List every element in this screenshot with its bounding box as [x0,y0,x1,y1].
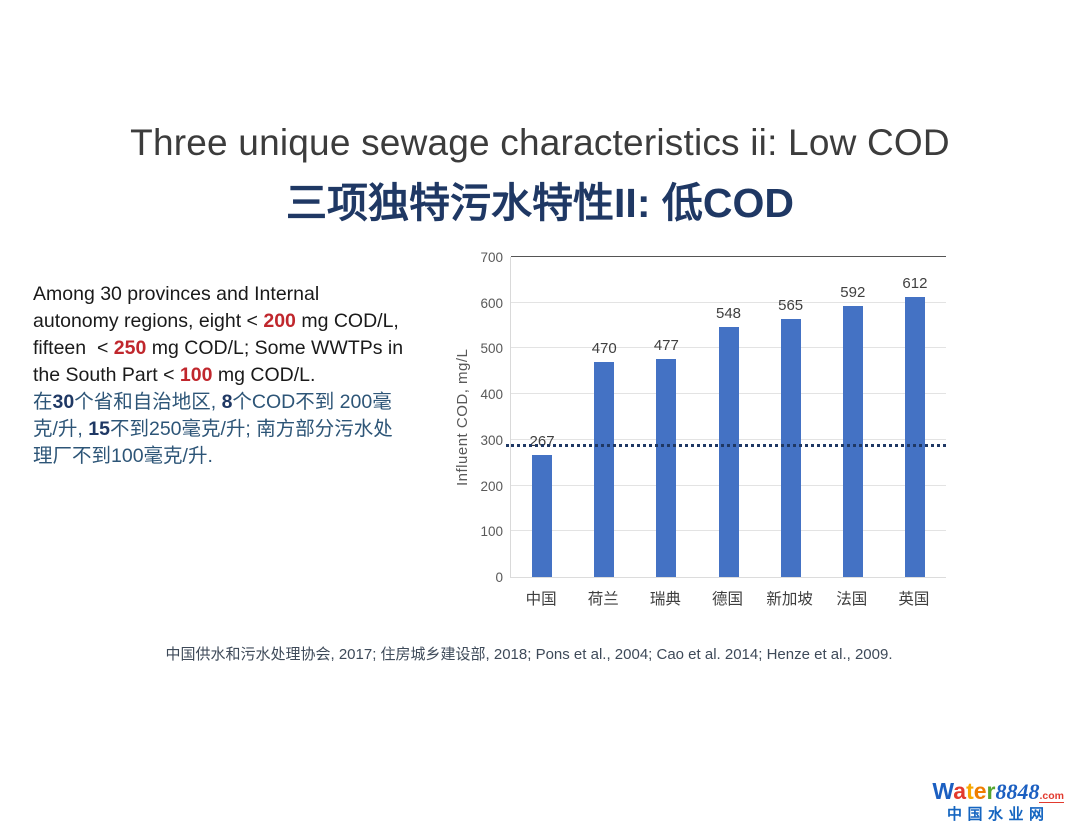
text-segment: 15 [88,418,110,440]
logo-letter: r [986,778,996,804]
bar [594,362,615,577]
logo-number: 8848 [995,779,1040,804]
reference-line [506,443,946,447]
bar [842,306,863,577]
text-segment: Among 30 provinces and Internal [33,283,320,305]
gridline [511,301,946,303]
slide-title-chinese: 三项独特污水特性II: 低COD [286,180,794,226]
body-text-line: 克/升, 15不到250毫克/升; 南方部分污水处 [33,416,458,443]
y-tick-label: 400 [480,387,503,403]
body-text-line: fifteen < 250 mg COD/L; Some WWTPs in [33,335,458,362]
bar [718,326,739,577]
y-tick-label: 700 [480,250,503,265]
bar [780,318,801,577]
text-segment: 理厂不到100毫克/升. [33,445,213,467]
text-segment: mg COD/L. [212,364,316,386]
y-tick-label: 600 [480,295,503,311]
x-tick-label: 荷兰 [587,591,619,608]
body-text-line: autonomy regions, eight < 200 mg COD/L, [33,308,458,335]
logo-tagline: 中国水业网 [946,806,1050,823]
bar-value-label: 612 [902,275,928,293]
y-tick-label: 300 [480,432,503,448]
bar [656,358,677,577]
x-tick-label: 瑞典 [649,591,681,608]
x-tick-label: 德国 [711,591,743,608]
bar [904,297,925,577]
text-segment: mg COD/L; Some WWTPs in [146,337,404,359]
text-segment: 个省和自治地区, [74,391,222,413]
text-segment: 克/升, [33,418,89,440]
text-segment: 100 [179,364,213,386]
bar-value-label: 477 [653,336,679,354]
x-tick-label: 中国 [525,591,557,608]
text-segment: 250 [113,337,147,359]
logo-letters: Water [932,780,995,803]
text-segment: 30 [52,391,75,413]
cod-bar-chart: Influent COD, mg/L 0 100 200 300 400 500 600 70… [445,250,1025,618]
x-tick-label: 法国 [836,591,868,608]
logo-letter: e [973,778,987,804]
body-text-line: the South Part < 100 mg COD/L. [33,362,458,389]
bar-value-label: 565 [778,296,804,314]
y-tick-label: 200 [480,478,503,494]
text-segment: 在 [33,391,53,413]
bar-value-label: 548 [715,304,742,322]
text-segment: 不到250毫克/升; 南方部分污水处 [109,418,393,440]
text-segment: mg COD/L, [295,310,399,332]
citation: 中国供水和污水处理协会, 2017; 住房城乡建设部, 2018; Pons e… [165,646,893,663]
text-segment: fifteen < [33,337,114,359]
y-tick-label: 100 [480,524,503,540]
body-text-line: 理厂不到100毫克/升. [33,443,458,470]
text-segment: autonomy regions, eight < [33,310,264,332]
bar-value-label: 470 [591,340,617,358]
text-segment: 8 [221,391,233,413]
chart-plot: Influent COD, mg/L 0 100 200 300 400 500 600 70… [454,250,946,585]
y-tick-label: 0 [495,570,503,585]
title-block: Three unique sewage characteristics ii: … [0,122,1080,229]
text-segment: 200 [263,310,296,332]
body-text-line: Among 30 provinces and Internal [33,281,458,308]
bar-value-label: 267 [529,432,555,450]
body-text-line: 在30个省和自治地区, 8个COD不到 200毫 [33,389,458,416]
water8848-logo: Water8848.com 中国水业网 [932,780,1064,822]
y-tick-label: 500 [480,341,503,357]
x-tick-label: 英国 [898,591,930,608]
gridline [511,256,946,257]
text-segment: the South Part < [33,364,180,386]
logo-wordmark: Water8848.com [932,780,1064,803]
bar [532,454,553,577]
body-text: Among 30 provinces and Internal autonomy … [33,281,458,470]
logo-tld: .com [1039,790,1064,803]
x-tick-label: 新加坡 [766,591,813,608]
text-segment: 个COD不到 200毫 [232,391,392,413]
bar-value-label: 592 [840,284,866,302]
logo-letter: a [953,778,967,804]
logo-letter: t [966,778,974,804]
logo-letter: W [932,778,954,804]
x-axis-labels: 中国 荷兰 瑞典 德国 新加坡 法国 英国 [510,587,945,609]
slide-title-english: Three unique sewage characteristics ii: … [130,122,950,163]
